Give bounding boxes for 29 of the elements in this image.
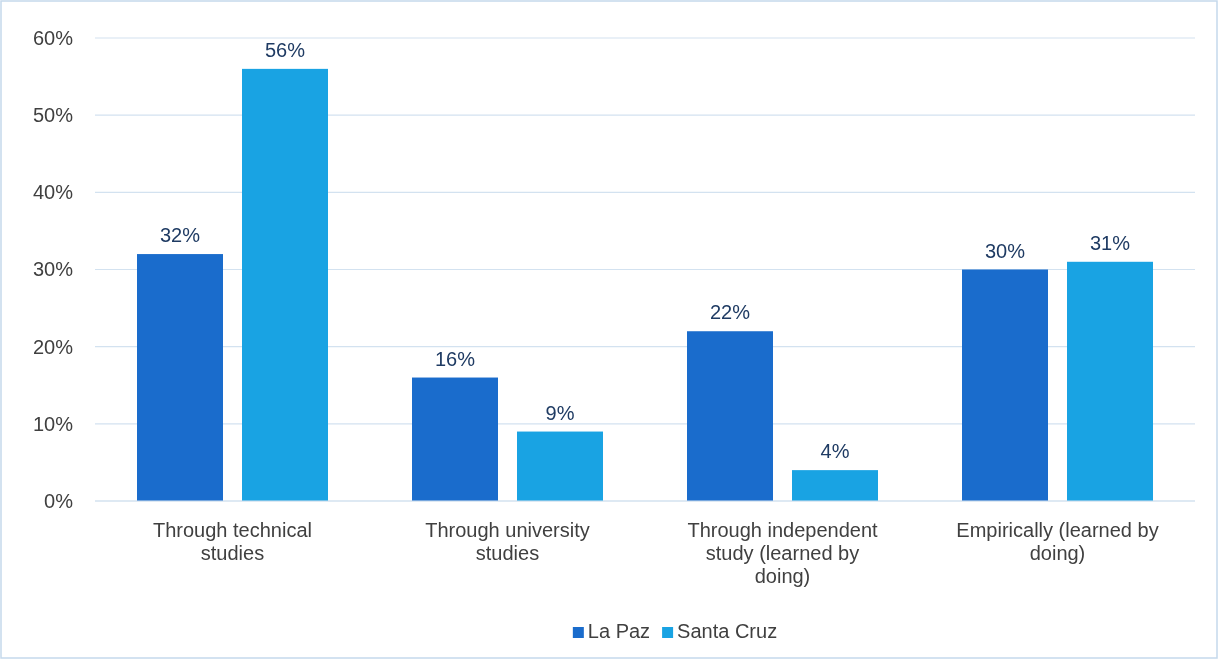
text: 4% bbox=[820, 440, 850, 463]
y-tick-label: 10% bbox=[32, 412, 74, 435]
bar bbox=[687, 331, 773, 501]
text: 22% bbox=[709, 301, 751, 324]
x-tick-label: Empirically (learned by doing) bbox=[956, 519, 1159, 564]
y-tick-label: 20% bbox=[32, 335, 74, 358]
bar bbox=[1067, 261, 1153, 501]
bar bbox=[137, 254, 223, 501]
bar bbox=[962, 269, 1048, 501]
x-tick-label: Through technical studies bbox=[153, 519, 312, 564]
bar bbox=[517, 431, 603, 501]
y-tick-label: 60% bbox=[32, 26, 74, 49]
legend-label: Santa Cruz bbox=[677, 620, 778, 642]
bar bbox=[792, 470, 878, 501]
x-tick-label: Through university studies bbox=[425, 519, 590, 564]
text: 31% bbox=[1089, 231, 1131, 254]
legend-label: La Paz bbox=[587, 620, 651, 642]
x-tick-label: Through independent study (learned by doing) bbox=[687, 519, 879, 587]
y-tick-label: 0% bbox=[44, 489, 74, 512]
text: 32% bbox=[159, 224, 201, 247]
y-tick-label: 50% bbox=[32, 104, 74, 127]
y-tick-label: 30% bbox=[32, 258, 74, 281]
text: 16% bbox=[434, 347, 476, 370]
text: 56% bbox=[264, 38, 306, 61]
bar bbox=[242, 68, 328, 501]
y-tick-label: 40% bbox=[32, 181, 74, 204]
bar bbox=[412, 377, 498, 501]
text: 30% bbox=[984, 239, 1026, 262]
text: 9% bbox=[545, 401, 575, 424]
